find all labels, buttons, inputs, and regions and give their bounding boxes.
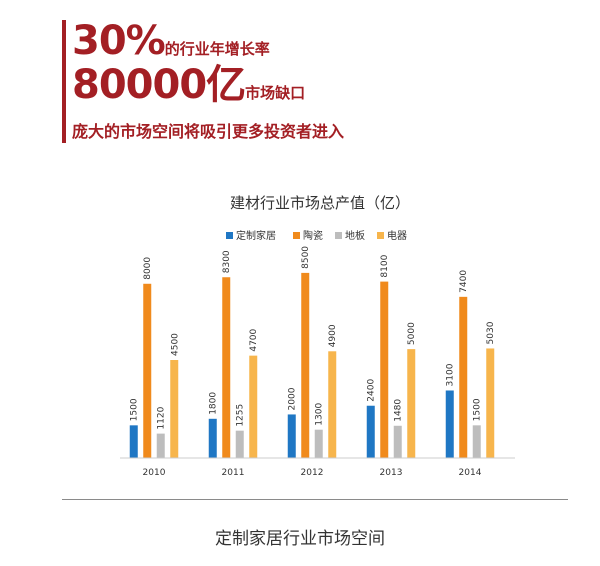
- bar-2011-3: [249, 355, 258, 458]
- bar-2014-0: [445, 390, 454, 458]
- data-label-2010-3: 4500: [170, 333, 180, 356]
- bar-2012-3: [328, 351, 337, 458]
- x-tick-2011: 2011: [222, 468, 245, 478]
- chart-bars: 1500 8000 1120 4500 1800 8300 1255 4700 2000 8500…: [129, 246, 496, 458]
- bar-2013-2: [393, 425, 402, 458]
- bar-2010-0: [129, 425, 138, 458]
- bar-2012-0: [287, 414, 296, 458]
- legend-swatch-3: [377, 232, 384, 239]
- bar-2011-1: [222, 277, 231, 458]
- legend-label-1: 陶瓷: [303, 229, 323, 242]
- data-label-2014-1: 7400: [459, 270, 469, 293]
- bar-2014-2: [472, 425, 481, 458]
- footer-caption: 定制家居行业市场空间: [215, 529, 385, 549]
- market-gap-label: 市场缺口: [245, 84, 306, 102]
- legend-swatch-1: [293, 232, 300, 239]
- chart-legend: 定制家居 陶瓷 地板 电器: [226, 229, 407, 242]
- data-label-2012-3: 4900: [328, 324, 338, 347]
- bar-2010-3: [170, 360, 179, 458]
- bar-2013-0: [366, 405, 375, 458]
- divider: [62, 499, 568, 500]
- x-tick-2014: 2014: [459, 468, 482, 478]
- data-label-2013-1: 8100: [380, 254, 390, 277]
- legend-label-0: 定制家居: [236, 229, 276, 242]
- bar-2013-3: [407, 349, 416, 458]
- x-tick-2012: 2012: [301, 468, 324, 478]
- x-tick-2013: 2013: [380, 468, 403, 478]
- data-label-2011-1: 8300: [222, 250, 232, 273]
- x-tick-2010: 2010: [143, 468, 166, 478]
- data-label-2014-3: 5030: [486, 321, 496, 344]
- data-label-2012-0: 2000: [288, 387, 298, 410]
- growth-rate-label: 的行业年增长率: [164, 40, 270, 58]
- data-label-2014-2: 1500: [473, 398, 483, 421]
- data-label-2010-1: 8000: [143, 257, 153, 280]
- headline-growth: 30%的行业年增长率: [72, 18, 270, 64]
- chart-title: 建材行业市场总产值（亿）: [230, 194, 410, 212]
- headline-market-gap: 80000亿市场缺口: [72, 62, 305, 108]
- data-label-2013-3: 5000: [407, 322, 417, 345]
- legend-label-3: 电器: [387, 229, 407, 242]
- data-label-2011-3: 4700: [249, 328, 259, 351]
- bar-2010-1: [143, 283, 152, 458]
- bar-2012-2: [314, 429, 323, 458]
- bar-2010-2: [156, 433, 165, 458]
- bar-chart: 建材行业市场总产值（亿） 定制家居 陶瓷 地板 电器 1500 8000 1120 4500…: [120, 194, 515, 478]
- bar-2013-1: [380, 281, 389, 458]
- legend-swatch-2: [335, 232, 342, 239]
- data-label-2011-0: 1800: [209, 392, 219, 415]
- headline-investors: 庞大的市场空间将吸引更多投资者进入: [72, 122, 345, 141]
- data-label-2012-2: 1300: [315, 403, 325, 426]
- market-gap-value: 80000亿: [72, 62, 246, 108]
- data-label-2011-2: 1255: [236, 404, 246, 427]
- bar-2014-1: [459, 296, 468, 458]
- header-accent-bar: [62, 20, 66, 143]
- bar-2014-3: [486, 348, 495, 458]
- data-label-2014-0: 3100: [446, 363, 456, 386]
- data-label-2012-1: 8500: [301, 246, 311, 269]
- growth-rate-value: 30%: [72, 18, 166, 64]
- data-label-2010-2: 1120: [157, 406, 167, 429]
- bar-2011-0: [208, 418, 217, 458]
- bar-2011-2: [235, 430, 244, 458]
- legend-label-2: 地板: [345, 229, 365, 242]
- data-label-2013-2: 1480: [394, 399, 404, 422]
- data-label-2010-0: 1500: [130, 398, 140, 421]
- bar-2012-1: [301, 272, 310, 458]
- legend-swatch-0: [226, 232, 233, 239]
- data-label-2013-0: 2400: [367, 379, 377, 402]
- x-tick-labels: 2010 2011 2012 2013 2014: [143, 468, 482, 478]
